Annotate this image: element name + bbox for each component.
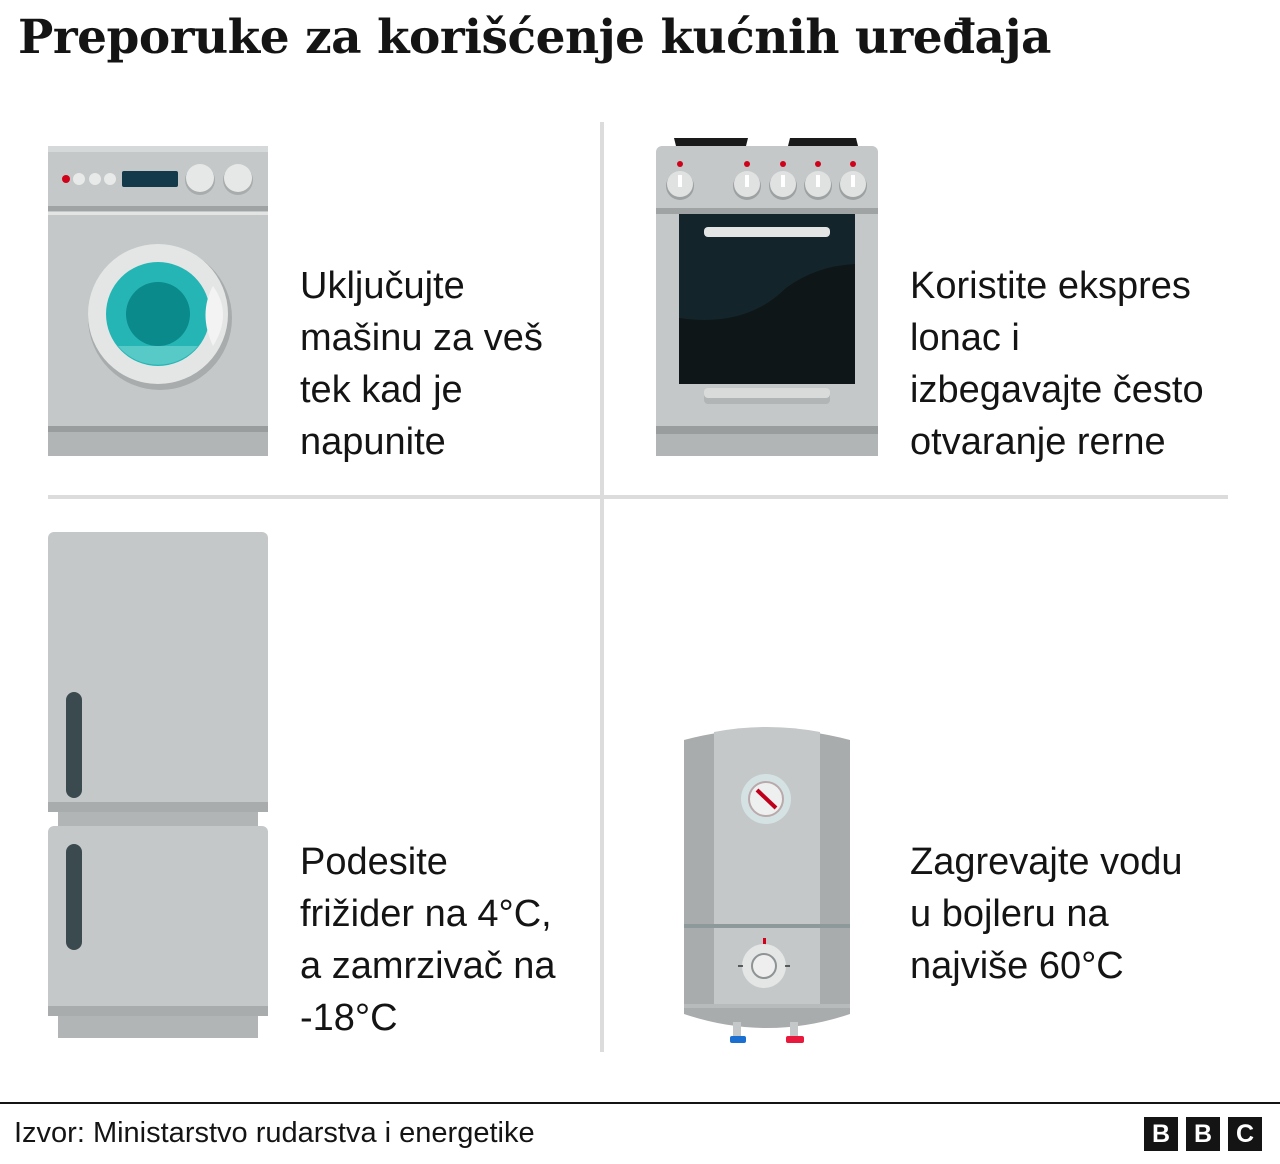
stove-oven-icon	[656, 138, 878, 456]
tip-washing-machine: Uključujte mašinu za veš tek kad je napu…	[300, 260, 543, 468]
logo-letter: C	[1228, 1117, 1262, 1151]
page-title: Preporuke za korišćenje kućnih uređaja	[18, 10, 1051, 65]
tip-line: Koristite ekspres	[910, 265, 1191, 307]
footer-divider	[0, 1102, 1280, 1104]
logo-letter: B	[1186, 1117, 1220, 1151]
tip-line: u bojleru na	[910, 893, 1109, 935]
tip-line: Uključujte	[300, 265, 465, 307]
tip-line: Zagrevajte vodu	[910, 841, 1183, 883]
tip-line: a zamrzivač na	[300, 945, 556, 987]
tip-line: mašinu za veš	[300, 317, 543, 359]
logo-letter: B	[1144, 1117, 1178, 1151]
source-note: Izvor: Ministarstvo rudarstva i energeti…	[14, 1117, 535, 1149]
refrigerator-icon	[48, 532, 268, 1038]
tip-line: napunite	[300, 421, 446, 463]
tip-refrigerator: Podesite frižider na 4°C, a zamrzivač na…	[300, 836, 556, 1044]
tip-line: frižider na 4°C,	[300, 893, 552, 935]
bbc-logo: B B C	[1144, 1117, 1262, 1151]
divider-vertical	[600, 122, 604, 1052]
tip-line: izbegavajte često	[910, 369, 1204, 411]
tip-stove: Koristite ekspres lonac i izbegavajte če…	[910, 260, 1204, 468]
water-heater-icon	[684, 727, 850, 1043]
tip-line: otvaranje rerne	[910, 421, 1166, 463]
tip-line: lonac i	[910, 317, 1020, 359]
tip-line: najviše 60°C	[910, 945, 1124, 987]
tip-line: Podesite	[300, 841, 448, 883]
tip-water-heater: Zagrevajte vodu u bojleru na najviše 60°…	[910, 836, 1183, 992]
washing-machine-icon	[48, 146, 268, 456]
tip-line: -18°C	[300, 997, 398, 1039]
divider-horizontal	[48, 495, 1228, 499]
tip-line: tek kad je	[300, 369, 463, 411]
